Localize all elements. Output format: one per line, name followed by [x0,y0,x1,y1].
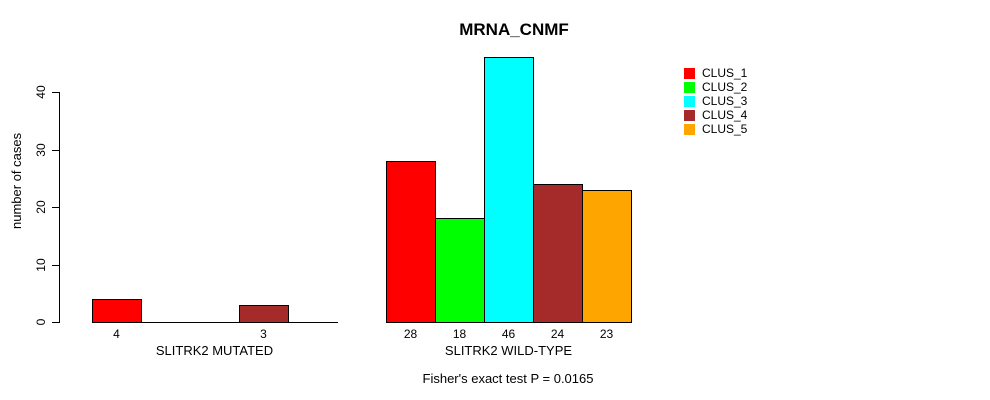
legend-label: CLUS_1 [702,65,748,80]
bar-clus_1 [92,299,142,323]
bar-value-label: 28 [403,327,418,341]
bar-value-label: 24 [550,327,565,341]
legend-label: CLUS_2 [702,79,748,94]
legend-item: CLUS_4 [684,108,747,122]
chart-title: MRNA_CNMF [459,20,569,39]
y-axis-tick-label: 30 [34,143,48,157]
legend: CLUS_1 CLUS_2 CLUS_3 CLUS_4 CLUS_5 [684,66,747,136]
y-axis-tick-label: 0 [34,318,48,326]
bar-value-label: 46 [501,327,516,341]
legend-item: CLUS_1 [684,66,747,80]
legend-swatch-clus-4 [684,109,695,121]
group-label: SLITRK2 MUTATED [155,343,274,358]
bar-value-label: 18 [452,327,467,341]
legend-item: CLUS_5 [684,122,747,136]
legend-swatch-clus-1 [684,67,695,79]
bar-clus_4 [533,184,583,323]
bar-value-label: 3 [260,327,267,341]
group-baseline [92,322,338,323]
bar-clus_1 [386,161,436,323]
y-axis-tick [52,207,59,208]
legend-swatch-clus-2 [684,81,695,93]
y-axis-tick [52,265,59,266]
y-axis-tick [52,322,59,323]
y-axis-tick-label: 10 [34,258,48,272]
legend-swatch-clus-5 [684,123,695,135]
bar-clus_2 [435,218,485,323]
y-axis-tick [52,150,59,151]
bar-clus_5 [582,190,632,323]
y-axis-line [59,92,60,323]
caption-fisher-test: Fisher's exact test P = 0.0165 [422,371,594,386]
bar-value-label: 4 [113,327,120,341]
legend-item: CLUS_2 [684,80,747,94]
y-axis-tick-label: 40 [34,85,48,99]
legend-label: CLUS_3 [702,93,748,108]
bar-clus_4 [239,305,289,323]
legend-label: CLUS_4 [702,107,748,122]
bar-value-label: 23 [599,327,614,341]
legend-label: CLUS_5 [702,121,748,136]
group-label: SLITRK2 WILD-TYPE [444,343,573,358]
legend-item: CLUS_3 [684,94,747,108]
y-axis-tick-label: 20 [34,200,48,214]
bar-clus_3 [484,57,534,323]
y-axis-tick [52,92,59,93]
legend-swatch-clus-3 [684,95,695,107]
